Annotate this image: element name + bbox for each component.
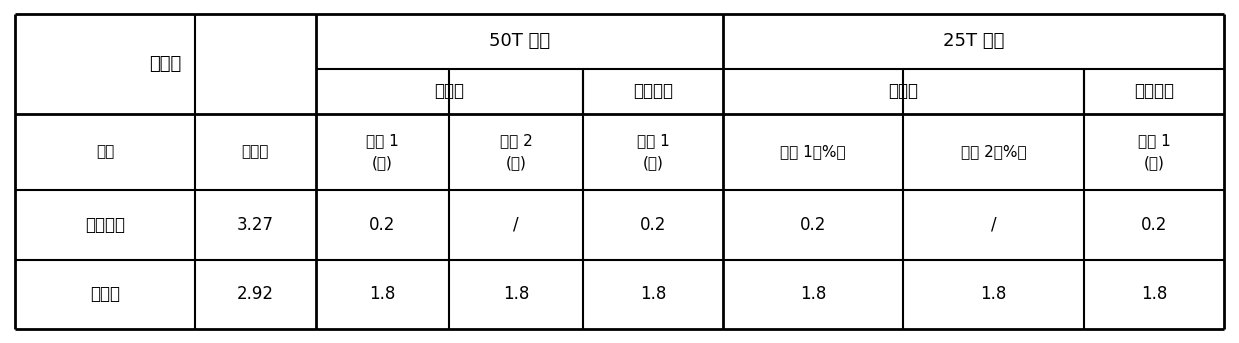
Text: 1.8: 1.8 bbox=[980, 285, 1007, 304]
Text: 糖料 1（%）: 糖料 1（%） bbox=[781, 144, 846, 159]
Text: 糖料 1: 糖料 1 bbox=[366, 133, 399, 148]
Text: (％): (％) bbox=[1144, 156, 1165, 170]
Text: 优化配方: 优化配方 bbox=[1134, 82, 1175, 100]
Text: /: / bbox=[513, 216, 519, 234]
Text: 黄豆饵粉: 黄豆饵粉 bbox=[85, 216, 125, 234]
Text: 1.8: 1.8 bbox=[1141, 285, 1167, 304]
Text: 0.2: 0.2 bbox=[1141, 216, 1167, 234]
Text: 0.2: 0.2 bbox=[800, 216, 826, 234]
Text: 3.27: 3.27 bbox=[237, 216, 274, 234]
Text: 0.2: 0.2 bbox=[639, 216, 667, 234]
Text: /: / bbox=[991, 216, 996, 234]
Text: 花生饵: 花生饵 bbox=[90, 285, 120, 304]
Text: 老配方: 老配方 bbox=[888, 82, 918, 100]
Text: (％): (％) bbox=[506, 156, 527, 170]
Text: (％): (％) bbox=[372, 156, 393, 170]
Text: (％): (％) bbox=[643, 156, 663, 170]
Text: 糖料 1: 糖料 1 bbox=[637, 133, 669, 148]
Text: 糖料 2（%）: 糖料 2（%） bbox=[960, 144, 1026, 159]
Text: 原材料: 原材料 bbox=[149, 55, 181, 73]
Text: 1.8: 1.8 bbox=[800, 285, 826, 304]
Text: 老配方: 老配方 bbox=[434, 82, 465, 100]
Text: 计划价: 计划价 bbox=[242, 144, 269, 159]
Text: 0.2: 0.2 bbox=[369, 216, 395, 234]
Text: 优化配方: 优化配方 bbox=[633, 82, 673, 100]
Text: 2.92: 2.92 bbox=[237, 285, 274, 304]
Text: 50T 糖料: 50T 糖料 bbox=[488, 33, 550, 50]
Text: 1.8: 1.8 bbox=[369, 285, 395, 304]
Text: 25T 糖料: 25T 糖料 bbox=[943, 33, 1005, 50]
Text: 糖料 1: 糖料 1 bbox=[1137, 133, 1171, 148]
Text: 1.8: 1.8 bbox=[639, 285, 667, 304]
Text: 1.8: 1.8 bbox=[503, 285, 529, 304]
Text: 糖料 2: 糖料 2 bbox=[499, 133, 533, 148]
Text: 名称: 名称 bbox=[95, 144, 114, 159]
